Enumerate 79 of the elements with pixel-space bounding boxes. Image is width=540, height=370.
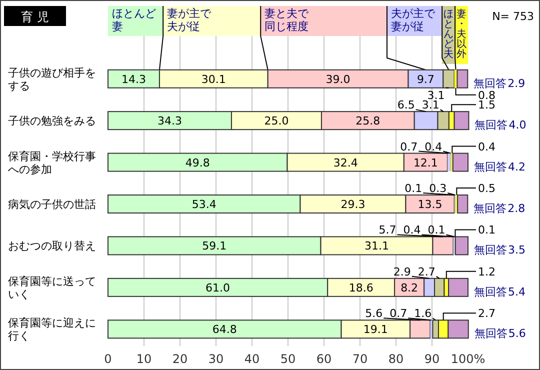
text: 無回答 bbox=[474, 327, 508, 340]
data-label: 30.1 bbox=[201, 72, 226, 86]
x-tick-label: 100% bbox=[450, 352, 486, 366]
data-label: 25.0 bbox=[264, 114, 289, 128]
data-label: 13.5 bbox=[418, 198, 442, 211]
data-label: 31.1 bbox=[364, 240, 389, 253]
text: 無回答 bbox=[474, 160, 507, 174]
data-label: 32.4 bbox=[333, 156, 358, 170]
x-tick-label: 20 bbox=[172, 352, 188, 366]
data-label: 4.2 bbox=[508, 160, 526, 174]
y-tick-label: 子供の遊び相手をする bbox=[8, 66, 96, 92]
data-label: 0.5 bbox=[478, 182, 496, 195]
data-label: 5.6 bbox=[365, 307, 383, 320]
data-label: 2.9 bbox=[508, 76, 526, 90]
x-tick-label: 80 bbox=[388, 352, 404, 366]
data-label: 18.6 bbox=[348, 281, 374, 294]
data-label: 4.0 bbox=[508, 118, 526, 132]
text: N= 753 bbox=[492, 10, 534, 23]
text: 夫が主で妻が従 bbox=[390, 7, 435, 33]
x-tick-label: 50 bbox=[280, 352, 296, 366]
series-label: 無回答 bbox=[474, 76, 507, 90]
chart-title: 育 児 bbox=[21, 10, 49, 24]
data-label: 12.1 bbox=[413, 156, 438, 170]
data-label: 1.2 bbox=[478, 265, 496, 278]
data-label: 5.7 bbox=[378, 224, 396, 237]
data-label: 0.7 bbox=[390, 307, 408, 320]
data-label: 5.6 bbox=[508, 327, 526, 340]
data-label: 25.8 bbox=[356, 114, 380, 128]
x-tick-label: 70 bbox=[352, 352, 368, 366]
data-label: 53.4 bbox=[192, 198, 216, 211]
y-tick-label: 子供の勉強をみる bbox=[8, 114, 96, 128]
data-label: 0.1 bbox=[478, 224, 496, 237]
y-tick-label: 保育園・学校行事への参加 bbox=[8, 150, 96, 176]
data-label: 14.3 bbox=[121, 72, 146, 86]
data-label: 9.7 bbox=[416, 72, 434, 86]
text: 無回答 bbox=[474, 244, 507, 257]
y-tick-label: おむつの取り替え bbox=[8, 240, 96, 253]
y-tick-label: 保育園等に迎えに行く bbox=[8, 316, 96, 343]
x-tick-label: 60 bbox=[316, 352, 332, 366]
data-label: 8.2 bbox=[400, 281, 418, 294]
text: ほとんど妻 bbox=[112, 7, 156, 33]
data-label: 0.4 bbox=[424, 140, 442, 154]
data-label: 0.7 bbox=[400, 140, 418, 154]
data-label: 64.8 bbox=[212, 323, 237, 336]
text: 無回答 bbox=[474, 118, 508, 132]
text: 無回答 bbox=[474, 285, 507, 298]
data-label: 61.0 bbox=[206, 281, 230, 294]
data-label: 39.0 bbox=[326, 72, 350, 86]
data-label: 2.7 bbox=[478, 307, 496, 320]
y-tick-label: 病気の子供の世話 bbox=[8, 198, 96, 211]
series-label: 妻・夫以外 bbox=[456, 8, 467, 60]
x-tick-label: 40 bbox=[244, 352, 260, 366]
data-label: 0.4 bbox=[403, 224, 421, 237]
x-tick-label: 10 bbox=[136, 352, 152, 366]
x-tick-label: 30 bbox=[208, 352, 224, 366]
data-label: 2.7 bbox=[418, 265, 436, 278]
x-tick-label: 90 bbox=[424, 352, 440, 366]
data-label: 2.8 bbox=[508, 202, 526, 215]
text: 妻が主で夫が従 bbox=[167, 7, 212, 33]
data-label: 0.4 bbox=[478, 140, 496, 154]
data-label: 6.5 bbox=[397, 98, 415, 112]
data-label: 34.3 bbox=[157, 114, 182, 128]
data-label: 49.8 bbox=[185, 156, 210, 170]
title: 育 児 bbox=[4, 6, 66, 26]
data-label: 0.3 bbox=[429, 182, 447, 195]
y-tick-label: 保育園等に送っていく bbox=[8, 274, 96, 301]
text: 妻と夫で同じ程度 bbox=[264, 7, 309, 33]
data-label: 0.1 bbox=[404, 182, 422, 195]
data-label: 5.4 bbox=[508, 285, 526, 298]
data-label: 29.3 bbox=[340, 198, 366, 211]
x-tick-label: 0 bbox=[104, 352, 112, 366]
data-label: 0.1 bbox=[428, 224, 446, 237]
series-label: ほとんど夫 bbox=[444, 9, 454, 60]
data-label: 19.1 bbox=[363, 323, 388, 336]
data-label: 1.6 bbox=[414, 307, 432, 320]
text: 無回答 bbox=[474, 202, 507, 215]
data-label: 59.1 bbox=[202, 240, 227, 253]
data-label: 2.9 bbox=[393, 265, 411, 278]
data-label: 3.5 bbox=[508, 244, 526, 257]
